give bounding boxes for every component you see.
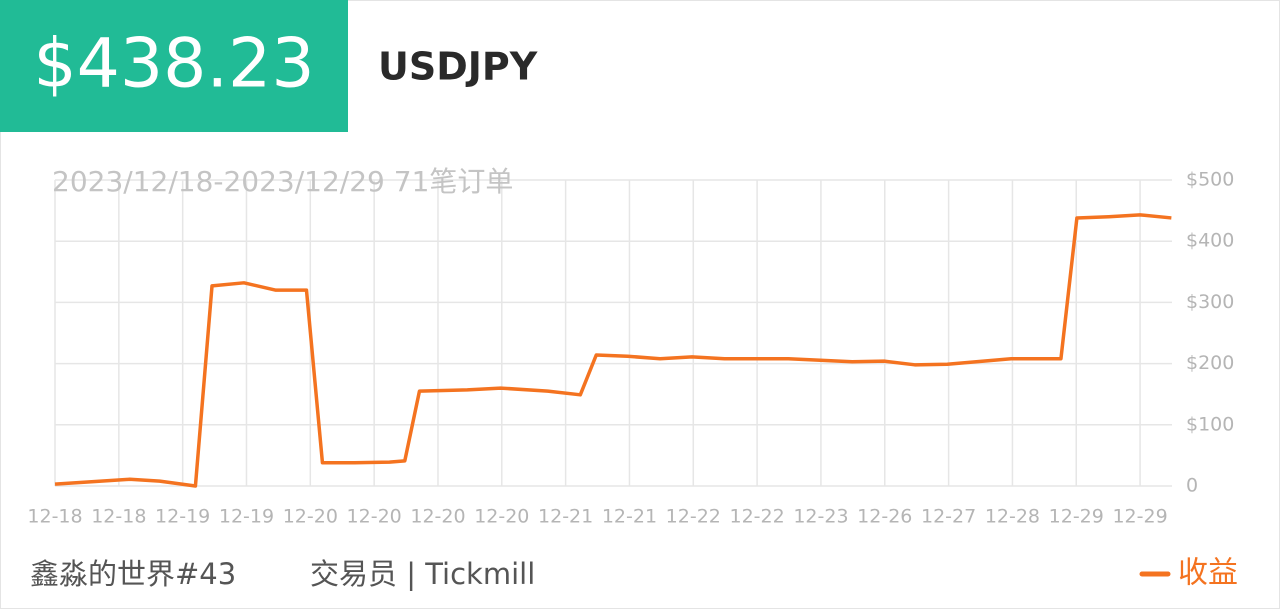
x-tick-label: 12-21 [538,506,593,528]
x-tick-label: 12-20 [474,506,529,528]
x-tick-label: 12-20 [410,506,465,528]
price: $438.23 [33,25,314,104]
chart-title: 2023/12/18-2023/12/29 71笔订单 [52,165,513,198]
x-tick-label: 12-21 [602,506,657,528]
symbol: USDJPY [378,45,538,89]
price-box [0,0,348,132]
x-tick-label: 12-18 [27,506,82,528]
x-tick-label: 12-20 [283,506,338,528]
author: 鑫淼的世界#43 [30,557,236,591]
legend: 收益 [1139,556,1238,591]
x-tick-label: 12-20 [347,506,402,528]
x-tick-label: 12-27 [921,506,976,528]
y-tick-label: $300 [1186,291,1234,313]
y-tick-label: $100 [1186,413,1234,435]
x-tick-label: 12-19 [219,506,274,528]
y-tick-label: 0 [1186,475,1198,497]
y-tick-label: $500 [1186,169,1234,191]
x-tick-label: 12-22 [730,506,785,528]
x-tick-label: 12-28 [985,506,1040,528]
x-tick-label: 12-19 [155,506,210,528]
x-tick-label: 12-18 [91,506,146,528]
x-tick-label: 12-29 [1112,506,1167,528]
x-tick-label: 12-22 [666,506,721,528]
grid [54,179,1172,487]
role: 交易员 | Tickmill [310,557,535,591]
y-tick-label: $400 [1186,230,1234,252]
line [54,213,1172,488]
x-tick-label: 12-23 [793,506,848,528]
x-tick-label: 12-29 [1049,506,1104,528]
y-tick-label: $200 [1186,352,1234,374]
legend-label: 收益 [1178,556,1238,591]
x-tick-label: 12-26 [857,506,912,528]
